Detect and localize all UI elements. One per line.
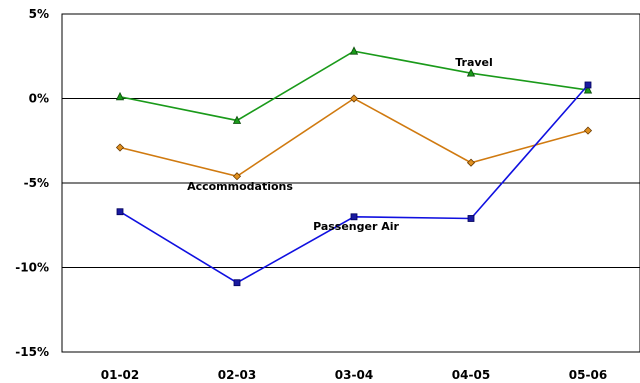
square-marker (467, 215, 475, 222)
triangle-marker (583, 85, 593, 94)
diamond-marker (583, 126, 593, 135)
triangle-marker (349, 46, 359, 55)
diamond-marker (466, 158, 476, 167)
triangle-marker (466, 68, 476, 77)
diamond-marker (115, 143, 125, 152)
diamond-marker (232, 172, 242, 181)
series-label: Accommodations (187, 180, 293, 193)
x-tick-label: 05-06 (569, 368, 607, 382)
x-tick-label: 02-03 (218, 368, 256, 382)
series-lines (115, 46, 593, 287)
y-tick-label: 0% (29, 92, 49, 106)
square-marker (116, 208, 124, 216)
triangle-marker (232, 115, 242, 124)
x-tick-label: 03-04 (335, 368, 373, 382)
series-travel (115, 46, 593, 124)
series-label: Travel (455, 56, 493, 69)
triangle-marker (115, 91, 125, 101)
series-passenger-air (116, 81, 592, 287)
diamond-marker (349, 94, 359, 103)
x-axis-tick-labels: 01-02 02-03 03-04 04-05 05-06 (101, 368, 607, 382)
square-marker (584, 81, 592, 89)
y-tick-label: -10% (15, 261, 49, 275)
square-marker (233, 279, 241, 287)
x-tick-label: 01-02 (101, 368, 139, 382)
y-tick-label: 5% (29, 7, 49, 21)
series-label: Passenger Air (313, 220, 399, 233)
series-accommodations (115, 94, 593, 181)
x-tick-label: 04-05 (452, 368, 490, 382)
y-tick-label: -15% (15, 345, 49, 359)
series-labels: Travel Accommodations Passenger Air (187, 56, 493, 233)
y-tick-label: -5% (24, 176, 49, 190)
square-marker (350, 213, 358, 221)
y-axis-tick-labels: 5% 0% -5% -10% -15% (15, 7, 49, 359)
